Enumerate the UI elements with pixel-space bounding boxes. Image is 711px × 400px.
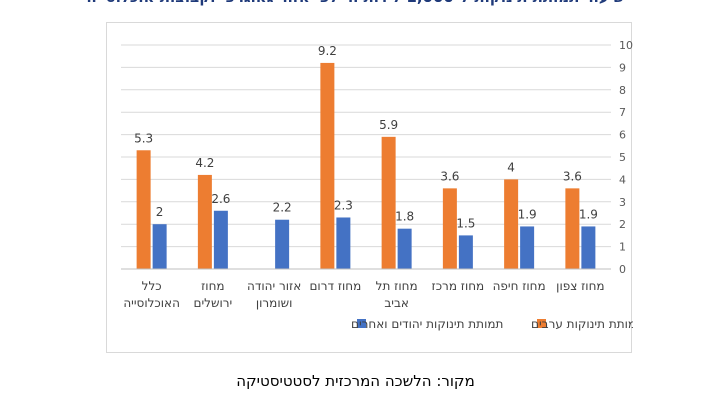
bar	[565, 188, 580, 269]
x-tick-label: כלל האוכלוסייה	[123, 279, 180, 310]
bar	[581, 226, 596, 269]
y-tick-label: 10	[619, 39, 633, 52]
y-tick-label: 6	[619, 129, 626, 142]
data-label: 1.9	[579, 207, 598, 221]
data-label: 2.3	[334, 198, 353, 212]
legend-label: תמותת תינוקות ערבים	[531, 317, 633, 331]
x-tick-label: מחוז צפון	[556, 279, 604, 293]
y-tick-label: 2	[619, 218, 626, 231]
x-tick-label: מחוז מרכז	[432, 279, 485, 293]
legend-label: תמותת תינוקות יהודים ואחרים	[351, 317, 503, 331]
x-tick-label: מחוז ירושלים	[194, 279, 233, 310]
source-note: מקור: הלשכה המרכזית לסטטיסטיקה	[236, 372, 475, 390]
y-tick-label: 1	[619, 241, 626, 254]
bar	[442, 188, 457, 269]
data-label: 1.9	[518, 207, 537, 221]
y-tick-label: 4	[619, 173, 626, 186]
data-label: 4.2	[195, 156, 214, 170]
bar	[336, 217, 351, 269]
x-tick-label: אזור יהודה ושומרון	[247, 279, 301, 310]
bar	[520, 226, 535, 269]
y-tick-label: 8	[619, 84, 626, 97]
x-tick-label: מחוז דרום	[309, 279, 361, 293]
bar	[458, 235, 473, 269]
bar	[504, 179, 519, 269]
x-tick-label: מחוז תל אביב	[376, 279, 418, 310]
y-tick-label: 3	[619, 196, 626, 209]
data-label: 4	[507, 160, 515, 174]
page-title: שיעור תמותת תינוקות ל-1,000 לידות חי לפי…	[0, 0, 711, 8]
bar	[213, 210, 228, 269]
y-tick-label: 5	[619, 151, 626, 164]
bar	[320, 62, 335, 269]
bar	[275, 219, 290, 269]
legend-swatch	[537, 319, 546, 328]
bar	[136, 150, 151, 269]
bar	[381, 136, 396, 269]
data-label: 9.2	[318, 44, 337, 58]
bar	[152, 224, 167, 269]
bar	[197, 174, 212, 269]
data-label: 2.6	[211, 192, 230, 206]
bar	[397, 228, 412, 269]
data-label: 2.2	[273, 201, 292, 215]
data-label: 1.5	[456, 216, 475, 230]
data-label: 5.3	[134, 131, 153, 145]
data-label: 2	[156, 205, 164, 219]
bar-chart: 0 1 2 3 4 5 6 7 8 9 10 3.6 1.9 מחוז צפון 4 1.9 מחוז חיפה…	[121, 39, 633, 331]
data-label: 3.6	[440, 169, 459, 183]
x-tick-label: מחוז חיפה	[493, 279, 546, 293]
data-label: 5.9	[379, 118, 398, 132]
data-label: 3.6	[563, 169, 582, 183]
y-tick-label: 9	[619, 61, 626, 74]
legend-swatch	[357, 319, 366, 328]
chart-container: 0 1 2 3 4 5 6 7 8 9 10 3.6 1.9 מחוז צפון 4 1.9 מחוז חיפה…	[106, 22, 633, 353]
data-label: 1.8	[395, 210, 414, 224]
y-tick-label: 0	[619, 263, 626, 276]
y-tick-label: 7	[619, 106, 626, 119]
